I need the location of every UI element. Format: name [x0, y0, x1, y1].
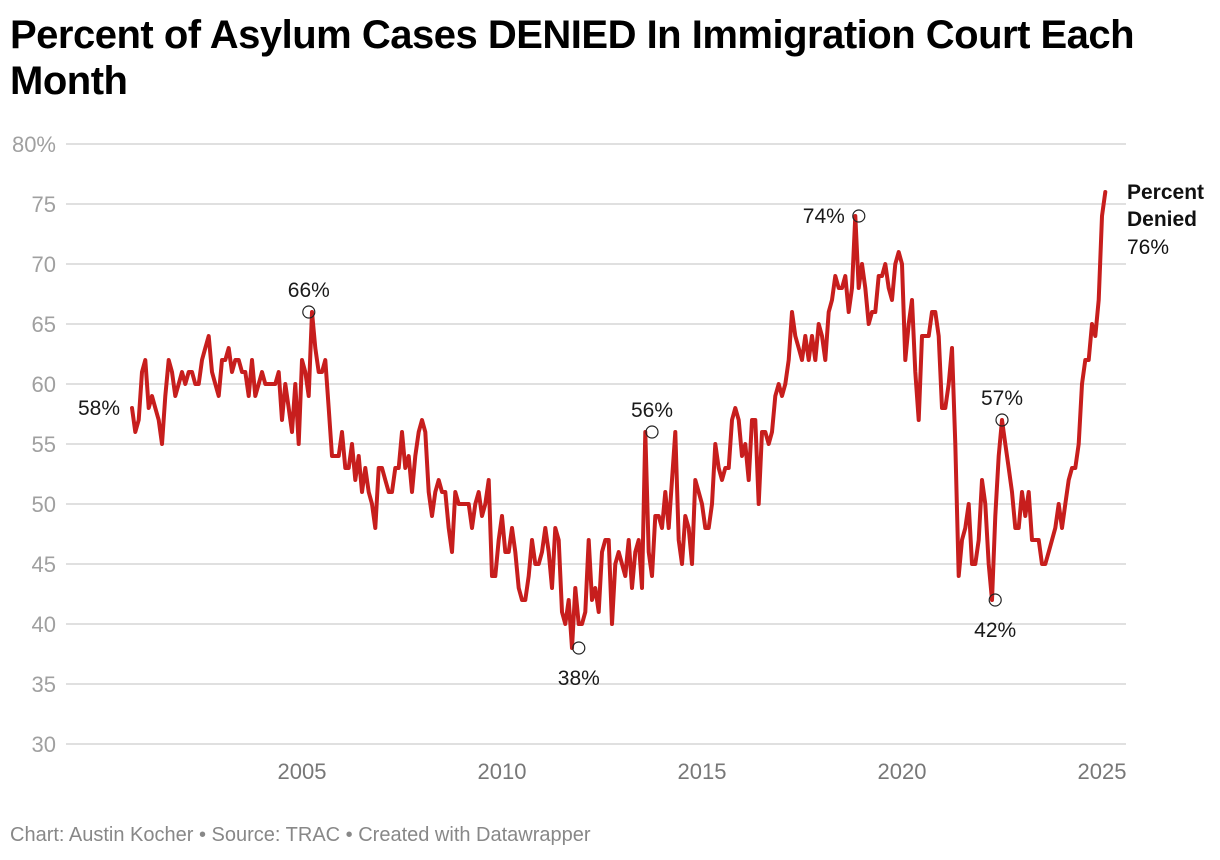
y-tick-label-35: 35: [32, 672, 56, 697]
y-tick-label-30: 30: [32, 732, 56, 757]
annotation-label: 42%: [974, 619, 1016, 642]
y-tick-label-45: 45: [32, 552, 56, 577]
annotation-marker: [995, 413, 1009, 427]
annotation-label: 38%: [558, 667, 600, 690]
x-tick-label-2020: 2020: [878, 759, 927, 784]
end-label-value: 76%: [1127, 236, 1169, 259]
y-axis: 80% 75 70 65 60 55 50 45 40 35 30: [12, 132, 56, 757]
annotation-marker: [852, 209, 866, 223]
annotation-label: 74%: [803, 205, 845, 228]
chart-title: Percent of Asylum Cases DENIED In Immigr…: [10, 13, 1135, 103]
x-tick-label-2005: 2005: [278, 759, 327, 784]
gridlines: [66, 143, 1126, 745]
annotation-marker: [988, 593, 1002, 607]
y-tick-label-40: 40: [32, 612, 56, 637]
annotation-label: 58%: [78, 397, 120, 420]
annotation-marker: [645, 425, 659, 439]
series-line-percent-denied: [130, 190, 1108, 650]
end-label: Percent Denied 76%: [1127, 181, 1204, 259]
y-tick-label-65: 65: [32, 312, 56, 337]
annotations: 58% 66% 38% 56% 74% 42% 57%: [78, 205, 1023, 690]
x-axis: 2005 2010 2015 2020 2025: [278, 759, 1127, 784]
end-label-series-name-line1: Percent: [1127, 181, 1204, 204]
chart-footer: Chart: Austin Kocher • Source: TRAC • Cr…: [10, 824, 591, 846]
y-tick-label-60: 60: [32, 372, 56, 397]
annotation-marker: [572, 641, 586, 655]
y-tick-label-55: 55: [32, 432, 56, 457]
end-label-series-name-line2: Denied: [1127, 208, 1197, 231]
annotation-label: 66%: [288, 279, 330, 302]
y-tick-label-70: 70: [32, 252, 56, 277]
x-tick-label-2015: 2015: [678, 759, 727, 784]
annotation-marker: [302, 305, 316, 319]
y-tick-label-50: 50: [32, 492, 56, 517]
y-tick-label-75: 75: [32, 192, 56, 217]
annotation-label: 57%: [981, 387, 1023, 410]
x-tick-label-2025: 2025: [1078, 759, 1127, 784]
x-tick-label-2010: 2010: [478, 759, 527, 784]
y-tick-label-80: 80%: [12, 132, 56, 157]
annotation-label: 56%: [631, 399, 673, 422]
